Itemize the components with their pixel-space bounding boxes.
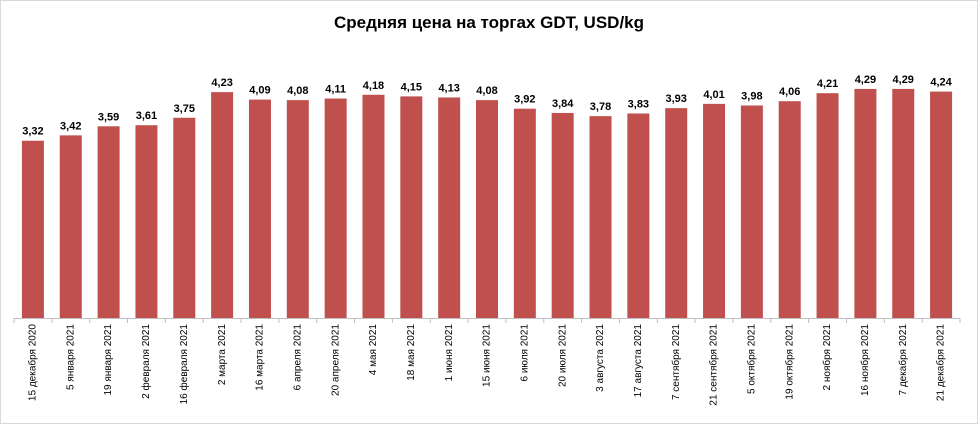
x-tick-label: 16 ноября 2021 xyxy=(859,324,871,396)
value-label: 3,78 xyxy=(590,101,611,113)
x-tick-label: 2 ноября 2021 xyxy=(821,324,833,391)
value-label: 3,92 xyxy=(514,94,535,106)
bar xyxy=(324,98,347,318)
value-label: 3,42 xyxy=(60,120,81,132)
bar xyxy=(627,113,650,318)
x-tick-label: 7 декабря 2021 xyxy=(897,324,909,396)
chart-title: Средняя цена на торгах GDT, USD/kg xyxy=(334,13,644,32)
bar xyxy=(930,91,953,318)
bar xyxy=(892,88,915,318)
x-tick-label: 15 декабря 2020 xyxy=(27,324,39,402)
x-tick-label: 17 августа 2021 xyxy=(633,324,644,398)
value-label: 3,93 xyxy=(665,93,686,105)
value-label: 4,24 xyxy=(930,77,952,89)
bar xyxy=(778,101,801,318)
value-label: 4,01 xyxy=(703,89,724,101)
value-label: 3,83 xyxy=(628,98,649,110)
x-tick-label: 7 сентября 2021 xyxy=(670,324,682,400)
value-label: 4,29 xyxy=(855,74,876,86)
value-label: 4,09 xyxy=(249,85,270,97)
bar xyxy=(173,117,196,318)
x-tick-label: 21 сентября 2021 xyxy=(708,324,720,406)
value-label: 4,21 xyxy=(817,78,838,90)
bar xyxy=(97,126,120,318)
x-tick-label: 18 мая 2021 xyxy=(406,324,417,381)
x-tick-label: 20 июля 2021 xyxy=(557,324,568,387)
bar xyxy=(665,108,688,318)
value-label: 4,29 xyxy=(893,74,914,86)
bar xyxy=(589,116,612,318)
bar xyxy=(400,96,423,318)
value-label: 4,08 xyxy=(287,85,308,97)
bar xyxy=(513,108,536,318)
bar xyxy=(816,93,839,318)
value-label: 4,08 xyxy=(476,85,497,97)
bar xyxy=(476,100,498,319)
value-label: 4,23 xyxy=(211,77,232,89)
x-tick-label: 19 октября 2021 xyxy=(783,324,795,400)
bar xyxy=(703,103,726,318)
bar xyxy=(21,140,44,318)
bar xyxy=(211,92,234,318)
value-label: 3,32 xyxy=(22,126,43,138)
x-tick-label: 20 апреля 2021 xyxy=(330,324,341,396)
value-label: 3,75 xyxy=(174,103,195,115)
x-tick-label: 15 июня 2021 xyxy=(482,324,493,387)
bar xyxy=(854,88,877,318)
bar xyxy=(740,105,763,318)
x-tick-label: 2 марта 2021 xyxy=(217,324,228,386)
x-tick-label: 3 августа 2021 xyxy=(595,324,606,392)
bar xyxy=(59,135,82,318)
x-tick-label: 5 октября 2021 xyxy=(746,324,758,394)
bar xyxy=(438,97,461,318)
x-tick-label: 21 декабря 2021 xyxy=(935,324,947,402)
value-label: 4,18 xyxy=(363,80,384,92)
value-label: 3,98 xyxy=(741,90,762,102)
value-label: 4,13 xyxy=(438,82,459,94)
value-label: 4,15 xyxy=(401,81,422,93)
value-label: 3,84 xyxy=(552,98,574,110)
x-tick-label: 1 июня 2021 xyxy=(444,324,455,382)
bar xyxy=(362,94,385,319)
value-label: 4,11 xyxy=(325,84,346,96)
x-tick-label: 5 января 2021 xyxy=(65,324,76,390)
x-tick-label: 4 мая 2021 xyxy=(368,324,379,376)
bar xyxy=(286,100,309,319)
x-tick-label: 19 января 2021 xyxy=(103,324,114,396)
value-label: 3,61 xyxy=(136,110,157,122)
bar xyxy=(248,99,271,319)
x-tick-label: 16 марта 2021 xyxy=(255,324,266,391)
x-tick-label: 6 июля 2021 xyxy=(519,324,530,382)
x-tick-label: 16 февраля 2021 xyxy=(178,324,190,405)
value-label: 4,06 xyxy=(779,86,800,98)
x-tick-label: 6 апреля 2021 xyxy=(292,324,303,391)
x-tick-label: 2 февраля 2021 xyxy=(140,324,152,399)
bar xyxy=(551,112,574,318)
bar xyxy=(135,125,158,318)
value-label: 3,59 xyxy=(98,111,119,123)
